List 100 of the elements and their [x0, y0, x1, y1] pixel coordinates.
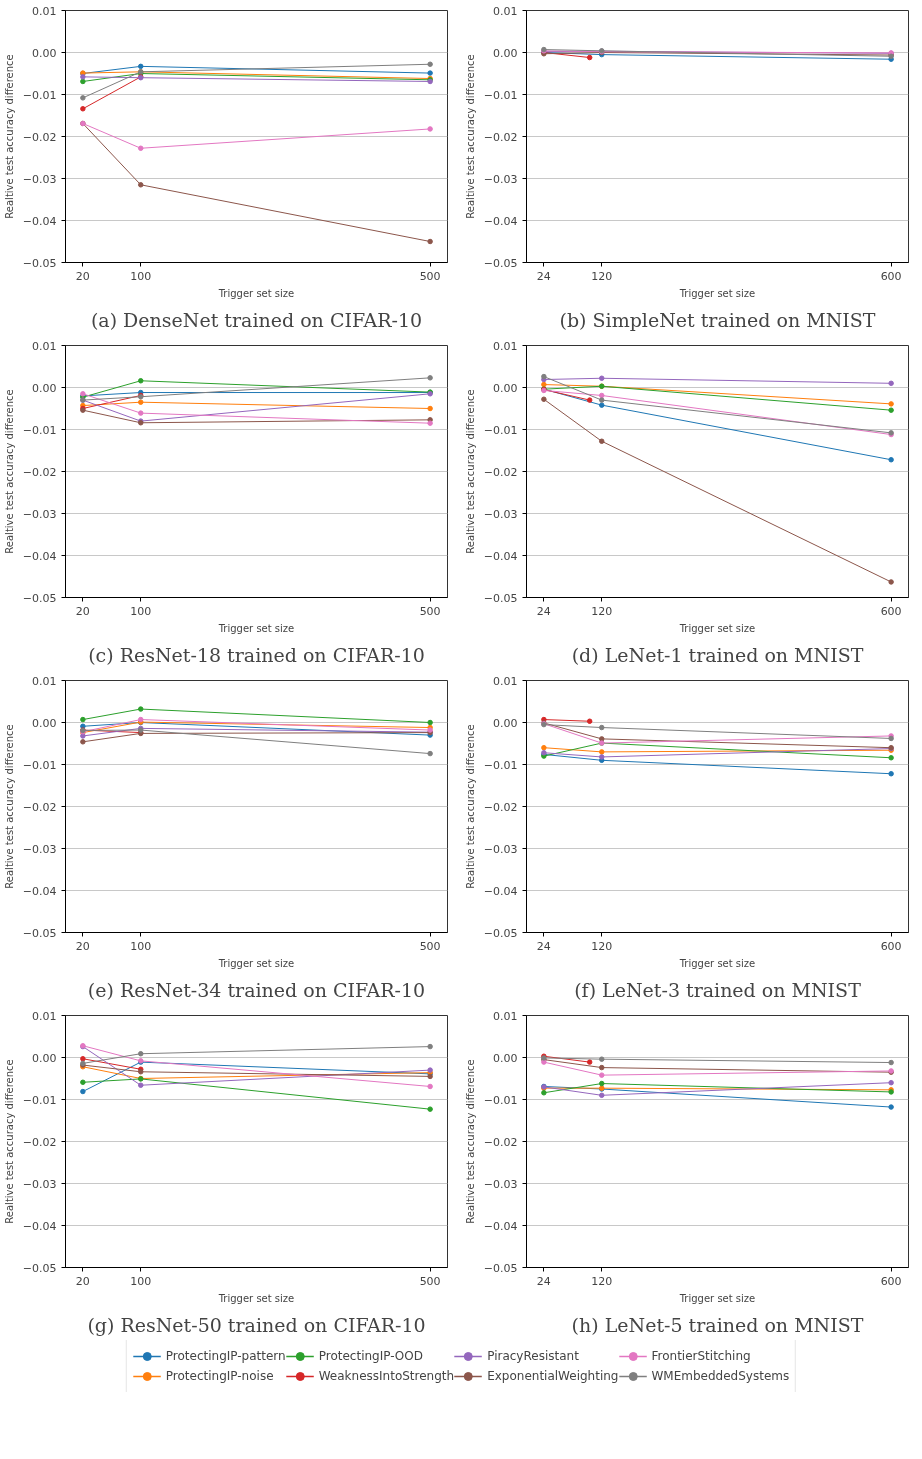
y-axis-title: Realtive test accuracy difference: [3, 1059, 15, 1224]
x-tick-label: 24: [536, 604, 551, 618]
y-tick-label: 0.00: [493, 381, 518, 395]
text: (a) DenseNet trained on CIFAR-10: [90, 308, 423, 331]
y-axis-title: Realtive test accuracy difference: [3, 54, 15, 219]
y-tick-label: −0.05: [22, 591, 57, 605]
y-axis-title: Realtive test accuracy difference: [3, 724, 15, 889]
y-tick-label: −0.05: [22, 1261, 57, 1275]
x-axis-title: Trigger set size: [678, 1292, 756, 1304]
y-tick-label: −0.05: [22, 926, 57, 940]
y-tick-label: 0.01: [493, 674, 518, 688]
x-tick-label: 20: [75, 939, 90, 953]
y-tick-label: −0.04: [483, 884, 518, 898]
x-tick-label: 600: [880, 1274, 902, 1288]
x-tick-label: 120: [591, 1274, 613, 1288]
x-tick-label: 100: [130, 604, 152, 618]
text: (e) ResNet-34 trained on CIFAR-10: [87, 978, 426, 1001]
legend-label: WMEmbeddedSystems: [651, 1369, 790, 1383]
y-tick-label: −0.04: [22, 1219, 57, 1233]
y-tick-label: −0.02: [483, 465, 518, 479]
y-tick-label: −0.02: [22, 465, 57, 479]
y-tick-label: −0.01: [22, 758, 57, 772]
y-tick-label: 0.00: [32, 1051, 57, 1065]
y-tick-label: −0.04: [22, 214, 57, 228]
y-tick-label: 0.00: [493, 716, 518, 730]
text: (f) LeNet-3 trained on MNIST: [574, 978, 862, 1001]
legend-label: PiracyResistant: [487, 1349, 579, 1363]
legend-label: WeaknessIntoStrength: [318, 1369, 455, 1383]
y-tick-label: −0.01: [22, 423, 57, 437]
y-axis-title: Realtive test accuracy difference: [464, 389, 476, 554]
y-tick-label: −0.05: [22, 256, 57, 270]
x-tick-label: 120: [591, 604, 613, 618]
y-axis-title: Realtive test accuracy difference: [464, 1059, 476, 1224]
y-tick-label: −0.04: [22, 549, 57, 563]
x-tick-label: 600: [880, 604, 902, 618]
y-tick-label: −0.01: [483, 88, 518, 102]
x-tick-label: 120: [591, 939, 613, 953]
x-axis-title: Trigger set size: [217, 287, 295, 299]
y-tick-label: 0.00: [32, 381, 57, 395]
x-tick-label: 20: [75, 269, 90, 283]
y-tick-label: −0.03: [483, 507, 518, 521]
text: (g) ResNet-50 trained on CIFAR-10: [87, 1313, 426, 1336]
y-axis-title: Realtive test accuracy difference: [464, 724, 476, 889]
y-tick-label: 0.00: [32, 716, 57, 730]
x-tick-label: 24: [536, 269, 551, 283]
x-tick-label: 500: [419, 269, 441, 283]
x-tick-label: 100: [130, 269, 152, 283]
y-tick-label: −0.02: [483, 1135, 518, 1149]
x-tick-label: 24: [536, 939, 551, 953]
x-tick-label: 100: [130, 939, 152, 953]
y-tick-label: 0.01: [32, 674, 57, 688]
x-tick-label: 600: [880, 269, 902, 283]
y-tick-label: −0.01: [483, 423, 518, 437]
legend-label: ExponentialWeighting: [487, 1369, 619, 1383]
y-tick-label: −0.01: [22, 88, 57, 102]
x-axis-title: Trigger set size: [678, 622, 756, 634]
y-tick-label: −0.04: [483, 214, 518, 228]
y-tick-label: −0.01: [22, 1093, 57, 1107]
y-tick-label: −0.02: [22, 1135, 57, 1149]
y-tick-label: −0.05: [483, 256, 518, 270]
y-axis-title: Realtive test accuracy difference: [464, 54, 476, 219]
y-tick-label: 0.01: [32, 339, 57, 353]
x-axis-title: Trigger set size: [678, 287, 756, 299]
y-tick-label: 0.01: [493, 4, 518, 18]
y-tick-label: −0.02: [22, 800, 57, 814]
text: (d) LeNet-1 trained on MNIST: [571, 643, 864, 666]
legend-label: ProtectingIP-noise: [165, 1369, 274, 1383]
y-tick-label: −0.02: [483, 130, 518, 144]
y-tick-label: −0.05: [483, 1261, 518, 1275]
x-tick-label: 20: [75, 1274, 90, 1288]
x-tick-label: 500: [419, 604, 441, 618]
x-tick-label: 600: [880, 939, 902, 953]
y-tick-label: −0.04: [483, 1219, 518, 1233]
text: (c) ResNet-18 trained on CIFAR-10: [88, 643, 425, 666]
y-tick-label: −0.03: [483, 842, 518, 856]
y-tick-label: −0.05: [483, 926, 518, 940]
x-tick-label: 24: [536, 1274, 551, 1288]
y-tick-label: −0.02: [483, 800, 518, 814]
legend-label: ProtectingIP-pattern: [165, 1349, 286, 1363]
text: (h) LeNet-5 trained on MNIST: [571, 1313, 864, 1336]
x-axis-title: Trigger set size: [217, 1292, 295, 1304]
y-tick-label: −0.03: [483, 1177, 518, 1191]
y-tick-label: −0.03: [22, 507, 57, 521]
x-tick-label: 500: [419, 939, 441, 953]
y-tick-label: −0.03: [483, 172, 518, 186]
y-tick-label: 0.00: [493, 46, 518, 60]
text: (b) SimpleNet trained on MNIST: [559, 308, 876, 331]
x-tick-label: 500: [419, 1274, 441, 1288]
y-tick-label: −0.03: [22, 172, 57, 186]
y-tick-label: 0.01: [32, 1009, 57, 1023]
x-tick-label: 100: [130, 1274, 152, 1288]
y-tick-label: −0.03: [22, 842, 57, 856]
x-axis-title: Trigger set size: [217, 957, 295, 969]
y-tick-label: −0.02: [22, 130, 57, 144]
y-tick-label: 0.00: [32, 46, 57, 60]
x-tick-label: 120: [591, 269, 613, 283]
y-tick-label: −0.04: [22, 884, 57, 898]
y-tick-label: −0.03: [22, 1177, 57, 1191]
y-tick-label: −0.04: [483, 549, 518, 563]
legend-label: FrontierStitching: [651, 1349, 751, 1363]
